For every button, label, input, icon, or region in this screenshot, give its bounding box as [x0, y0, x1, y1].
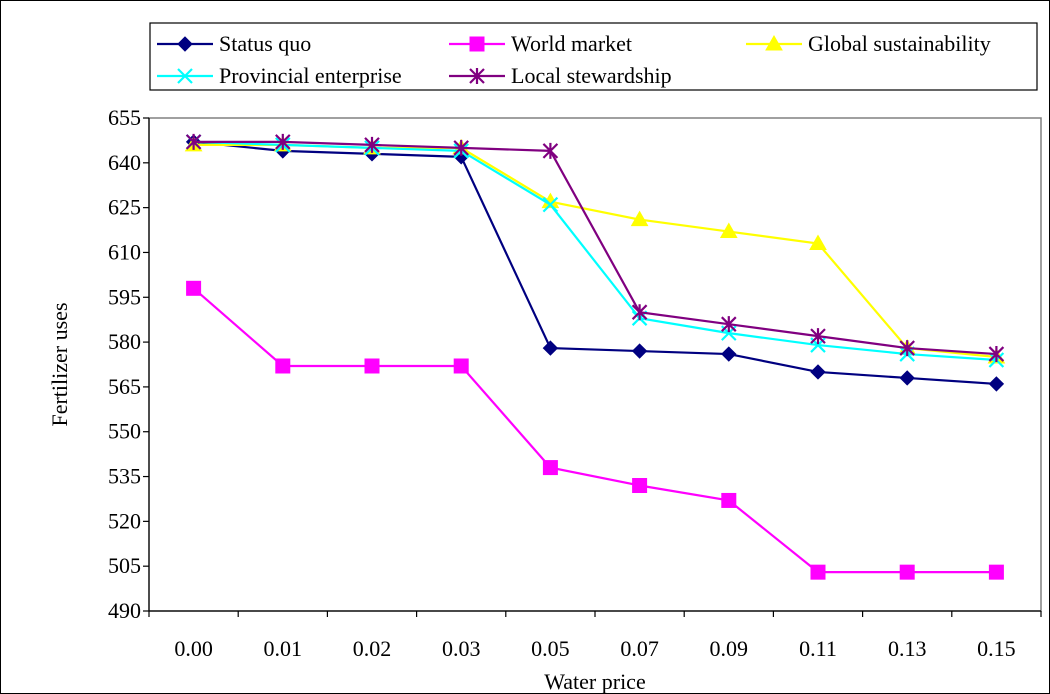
data-point-local-stewardship: [364, 136, 380, 153]
data-point-status-quo: [810, 364, 826, 380]
data-point-world-market: [632, 478, 648, 494]
series-world-market: [186, 280, 1004, 580]
data-point-global-sustainability: [809, 234, 827, 250]
legend-label: Local stewardship: [511, 63, 672, 88]
x-tick-label: 0.00: [174, 636, 213, 661]
legend-marker: [177, 36, 193, 52]
data-point-status-quo: [899, 370, 915, 386]
data-point-world-market: [453, 358, 469, 374]
data-point-local-stewardship: [810, 328, 826, 345]
y-tick-label: 625: [108, 195, 141, 220]
legend: Status quo World market Global sustainabil…: [149, 22, 1038, 91]
data-point-world-market: [721, 492, 737, 508]
data-point-local-stewardship: [899, 340, 915, 357]
x-tick-label: 0.11: [799, 636, 837, 661]
y-tick-label: 580: [108, 329, 141, 354]
legend-label: World market: [511, 31, 632, 56]
data-point-status-quo: [631, 343, 648, 359]
data-point-local-stewardship: [275, 133, 291, 150]
data-point-global-sustainability: [719, 222, 738, 239]
legend-entry-status-quo: Status quo: [157, 31, 311, 56]
x-tick-label: 0.15: [977, 636, 1016, 661]
data-point-status-quo: [542, 340, 559, 356]
data-point-local-stewardship: [988, 346, 1005, 363]
data-point-world-market: [275, 358, 291, 374]
y-axis: 490 505 520 535 550 565 580 595 610 625 640 655: [108, 105, 150, 623]
data-point-world-market: [364, 358, 380, 374]
data-point-local-stewardship: [631, 304, 648, 321]
y-tick-label: 520: [108, 508, 141, 533]
data-point-local-stewardship: [542, 142, 559, 159]
x-tick-label: 0.09: [710, 636, 749, 661]
series-line-status-quo: [193, 140, 997, 386]
data-point-local-stewardship: [721, 316, 737, 333]
legend-marker: [469, 68, 485, 84]
legend-label: Status quo: [219, 31, 311, 56]
legend-entry-global-sustainability: Global sustainability: [746, 31, 991, 56]
y-tick-label: 640: [108, 150, 141, 175]
legend-entry-local-stewardship: Local stewardship: [449, 63, 672, 88]
legend-marker: [177, 68, 193, 84]
data-point-global-sustainability: [630, 210, 649, 227]
legend-label: Provincial enterprise: [219, 63, 402, 88]
x-axis: 0.00 0.01 0.02 0.03 0.05 0.07 0.09 0.11 0.13 0.15: [148, 610, 1042, 661]
y-tick-label: 490: [108, 598, 141, 623]
data-point-status-quo: [988, 376, 1005, 392]
data-point-local-stewardship: [185, 133, 202, 150]
y-tick-label: 535: [108, 464, 141, 489]
series-line-world-market: [192, 287, 997, 574]
x-tick-label: 0.13: [888, 636, 927, 661]
y-axis-title: Fertilizer uses: [47, 302, 72, 426]
x-tick-label: 0.05: [531, 636, 570, 661]
x-tick-label: 0.01: [264, 636, 303, 661]
data-point-world-market: [186, 280, 202, 296]
y-tick-label: 550: [108, 419, 141, 444]
plot-area: [148, 117, 1042, 612]
data-point-status-quo: [721, 346, 737, 362]
legend-label: Global sustainability: [808, 31, 991, 56]
y-tick-label: 655: [108, 105, 141, 130]
data-point-world-market: [899, 564, 915, 580]
data-point-world-market: [542, 460, 558, 476]
x-tick-label: 0.07: [620, 636, 659, 661]
y-tick-label: 610: [108, 239, 141, 264]
legend-entry-provincial-enterprise: Provincial enterprise: [157, 63, 402, 88]
y-tick-label: 565: [108, 374, 141, 399]
legend-marker: [469, 36, 485, 52]
series-local-stewardship: [185, 133, 1005, 363]
legend-entry-world-market: World market: [449, 31, 632, 56]
x-axis-title: Water price: [544, 669, 645, 693]
series-layer: [184, 133, 1006, 580]
series-line-local-stewardship: [193, 140, 997, 356]
x-tick-label: 0.03: [442, 636, 481, 661]
x-tick-label: 0.02: [353, 636, 392, 661]
y-tick-label: 505: [108, 553, 141, 578]
data-point-world-market: [810, 564, 826, 580]
legend-marker: [765, 34, 783, 51]
y-tick-label: 595: [108, 284, 141, 309]
data-point-provincial-enterprise: [542, 196, 559, 213]
data-point-world-market: [988, 564, 1004, 580]
legend-box: [149, 22, 1038, 91]
data-point-local-stewardship: [453, 139, 469, 156]
series-line-provincial-enterprise: [193, 140, 997, 362]
